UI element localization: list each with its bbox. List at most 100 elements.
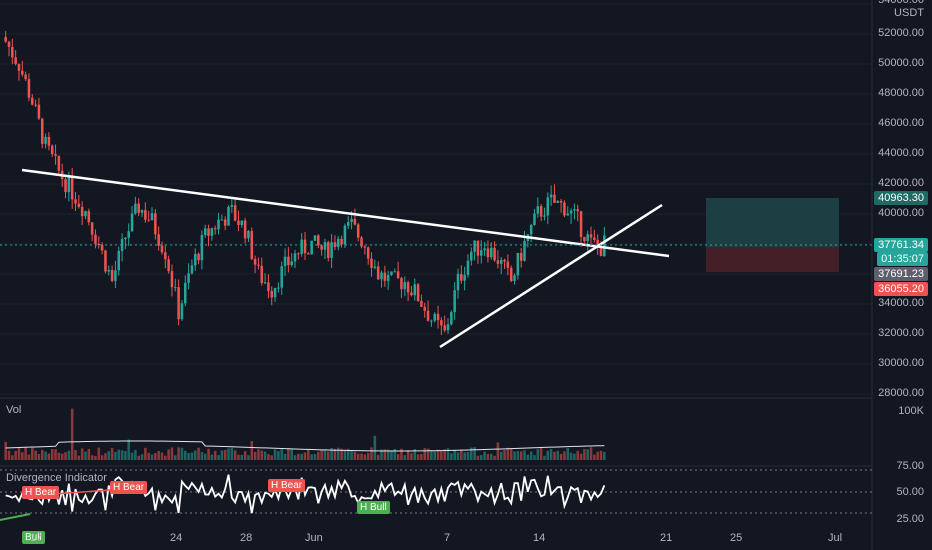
hidden-bear-badge: H Bear (22, 486, 60, 499)
candle-body (313, 235, 317, 241)
volume-bar (197, 447, 200, 460)
candle-body (80, 206, 84, 217)
volume-bar (450, 453, 453, 460)
candle-body (559, 200, 563, 203)
volume-bar (486, 453, 490, 460)
candle-body (64, 179, 67, 193)
candle-body (413, 284, 417, 296)
volume-bar (104, 453, 107, 460)
volume-bar (300, 453, 303, 460)
volume-bar (233, 450, 237, 460)
volume-bar (40, 449, 44, 460)
candle-body (516, 252, 520, 276)
volume-bar (489, 453, 493, 460)
volume-bar (57, 452, 61, 460)
volume-bar (330, 447, 333, 460)
candle-body (556, 200, 560, 203)
candle-body (190, 265, 194, 274)
volume-bar (416, 454, 420, 460)
candle-body (343, 225, 347, 245)
candle-body (14, 57, 17, 64)
candle-body (167, 259, 170, 272)
volume-bar (257, 449, 260, 460)
volume-bar (493, 455, 496, 460)
candle-body (233, 205, 237, 221)
candle-body (393, 271, 397, 273)
volume-bar (237, 454, 240, 460)
stop-zone[interactable] (706, 247, 839, 272)
rsi-axis-50: 50.00 (896, 486, 924, 498)
candle-body (273, 287, 277, 298)
target-price-tag: 40963.30 (874, 191, 928, 205)
candle-body (426, 310, 430, 321)
volume-bar (503, 449, 506, 460)
candle-body (184, 282, 187, 304)
candle-body (506, 261, 510, 268)
volume-bar (87, 448, 91, 460)
price-tick-label: 42000.00 (878, 177, 924, 189)
volume-bar (110, 447, 114, 460)
volume-bar (147, 452, 150, 460)
candle-body (213, 228, 217, 230)
price-tick-label: 54000.00 (878, 0, 924, 6)
candle-body (420, 300, 423, 307)
volume-bar (27, 454, 31, 460)
candle-body (300, 239, 303, 255)
volume-bar (74, 450, 77, 460)
volume-bar (593, 454, 596, 460)
candle-body (283, 256, 287, 267)
candle-body (170, 271, 174, 288)
volume-bar (446, 448, 450, 460)
volume-bar (499, 451, 503, 460)
ascending-trendline[interactable] (439, 203, 663, 349)
candle-body (253, 258, 257, 265)
volume-bar (406, 449, 410, 460)
volume-bar (24, 447, 27, 460)
volume-bar (420, 453, 423, 460)
candle-body (94, 234, 97, 244)
volume-bar (423, 448, 426, 460)
candle-body (223, 219, 227, 226)
descending-trendline[interactable] (21, 168, 670, 258)
candle-body (210, 228, 214, 236)
price-tick-label: 34000.00 (878, 297, 924, 309)
volume-bar (247, 455, 250, 460)
price-tick-label: 40000.00 (878, 207, 924, 219)
candle-body (509, 267, 513, 282)
volume-bar (303, 452, 307, 460)
volume-bar (559, 453, 563, 460)
candle-body (383, 272, 387, 281)
candle-body (137, 203, 140, 213)
candle-body (243, 220, 247, 239)
candle-body (50, 145, 54, 155)
candle-body (157, 234, 160, 246)
candle-body (260, 265, 264, 283)
volume-bar (220, 450, 224, 460)
volume-bar (67, 450, 71, 460)
volume-bar (97, 447, 101, 460)
volume-bar (120, 450, 124, 460)
candle-body (460, 274, 463, 281)
volume-bar (213, 450, 217, 460)
candle-body (533, 213, 536, 225)
candle-body (579, 211, 583, 237)
volume-bar (243, 451, 247, 460)
volume-bar (533, 455, 536, 460)
volume-bar (553, 451, 556, 460)
candle-body (436, 313, 440, 321)
volume-bar (170, 447, 174, 460)
candle-body (310, 240, 313, 255)
volume-bar (480, 455, 483, 460)
candle-body (217, 219, 220, 230)
candle-body (593, 237, 596, 241)
volume-bar (443, 449, 446, 460)
candle-body (207, 228, 210, 236)
price-tick-label: 44000.00 (878, 147, 924, 159)
volume-bar (217, 455, 220, 460)
volume-bar (353, 451, 357, 460)
volume-bar (579, 453, 583, 460)
candle-body (267, 282, 270, 292)
candle-body (140, 209, 144, 213)
target-zone[interactable] (706, 198, 839, 247)
